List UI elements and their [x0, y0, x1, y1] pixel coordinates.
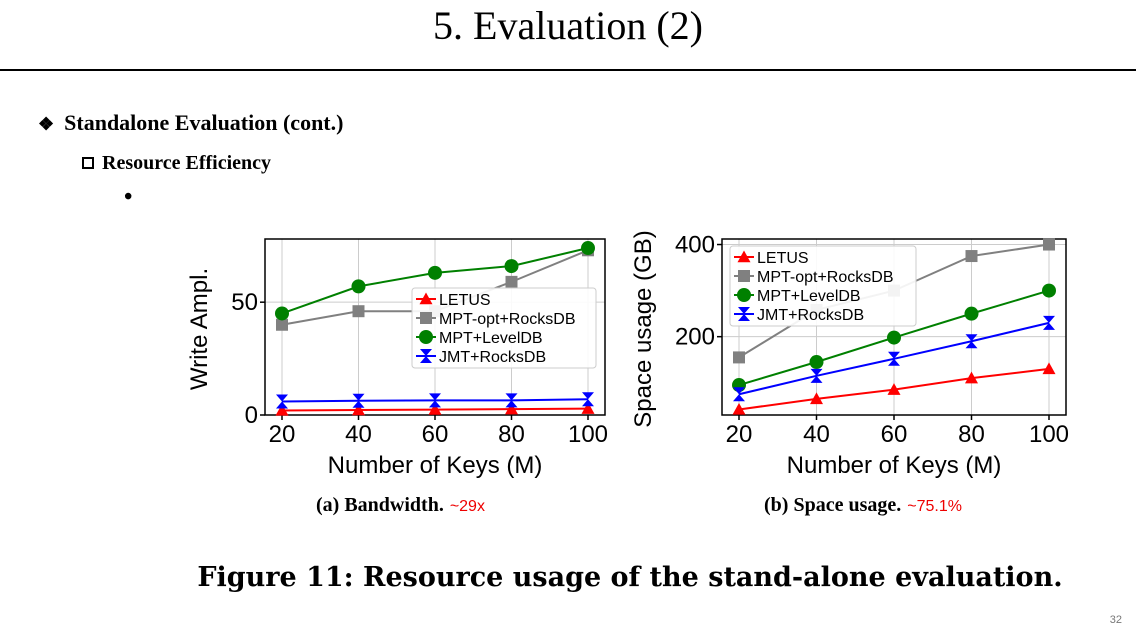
data-point-letus	[581, 402, 595, 414]
legend-marker-mpt-leveldb	[737, 288, 751, 302]
data-point-mpt-opt-rocksdb	[1043, 238, 1055, 251]
data-point-jmt-rocksdb	[810, 368, 823, 383]
slide-title: 5. Evaluation (2)	[433, 3, 703, 48]
data-point-jmt-rocksdb	[505, 393, 518, 408]
data-point-jmt-rocksdb	[733, 387, 745, 402]
legend-marker-mpt-leveldb	[419, 330, 433, 344]
data-point-letus	[352, 403, 365, 416]
empty-bullet: •	[124, 184, 133, 210]
y-tick-label: 200	[675, 324, 715, 351]
data-point-jmt-rocksdb	[276, 394, 288, 409]
data-point-mpt-opt-rocksdb	[276, 318, 288, 331]
bullet2-text: Resource Efficiency	[102, 152, 272, 174]
page-number: 32	[1109, 614, 1122, 626]
caption-b-text: (b) Space usage.	[764, 494, 902, 516]
caption-a-note: ~29x	[449, 498, 485, 515]
data-point-letus	[887, 383, 901, 395]
caption-a: (a) Bandwidth. ~29x	[316, 494, 485, 517]
legend-marker-jmt-rocksdb	[738, 307, 750, 321]
diamond-bullet-icon: ❖	[38, 114, 55, 134]
data-point-jmt-rocksdb	[1043, 315, 1055, 330]
data-point-letus	[1042, 362, 1056, 375]
legend-marker-letus	[737, 250, 751, 263]
x-tick-label: 40	[345, 421, 372, 448]
data-point-letus	[275, 403, 289, 416]
data-point-letus	[428, 403, 442, 415]
data-point-letus	[732, 402, 746, 415]
data-point-jmt-rocksdb	[888, 351, 900, 366]
legend-entry-jmt-rocksdb: JMT+RocksDB	[439, 349, 546, 366]
data-point-mpt-opt-rocksdb	[965, 250, 978, 263]
data-point-mpt-leveldb	[581, 241, 595, 256]
legend-box	[729, 245, 917, 327]
caption-b-note: ~75.1%	[907, 498, 962, 515]
data-point-jmt-rocksdb	[965, 334, 978, 349]
legend-entry-letus: LETUS	[757, 250, 809, 267]
x-tick-label: 80	[498, 421, 525, 448]
data-point-mpt-opt-rocksdb	[505, 275, 518, 288]
legend-marker-mpt-opt-rocksdb	[420, 312, 432, 324]
x-tick-label: 40	[803, 421, 830, 448]
data-point-jmt-rocksdb	[582, 392, 594, 407]
x-axis-label: Number of Keys (M)	[328, 452, 543, 479]
chart-write-amplification: 20 40 60 80 100 0 50 Number of Keys (M) Write Am…	[186, 238, 608, 479]
legend-marker-jmt-rocksdb	[420, 349, 432, 363]
y-axis-label: Space usage (GB)	[630, 230, 657, 427]
data-point-mpt-opt-rocksdb	[352, 305, 365, 318]
data-point-jmt-rocksdb	[429, 393, 441, 408]
data-point-mpt-leveldb	[351, 279, 366, 294]
data-point-jmt-rocksdb	[352, 393, 365, 408]
x-tick-label: 100	[1029, 421, 1069, 448]
data-point-mpt-leveldb	[504, 259, 519, 274]
data-point-mpt-opt-rocksdb	[733, 351, 745, 364]
y-tick-label: 50	[231, 289, 258, 316]
square-bullet-icon	[82, 157, 94, 169]
y-tick-label: 0	[245, 402, 258, 429]
legend-marker-mpt-opt-rocksdb	[738, 270, 750, 282]
legend-entry-letus: LETUS	[439, 292, 491, 309]
data-point-mpt-leveldb	[964, 306, 979, 321]
y-tick-label: 400	[675, 232, 715, 259]
data-point-mpt-leveldb	[275, 306, 289, 321]
x-tick-label: 60	[881, 421, 908, 448]
figure-caption: Figure 11: Resource usage of the stand-a…	[197, 562, 1063, 593]
data-point-letus	[965, 371, 978, 384]
x-tick-label: 60	[422, 421, 449, 448]
data-point-letus	[505, 402, 518, 415]
caption-a-text: (a) Bandwidth.	[316, 494, 444, 516]
legend-entry-mpt-leveldb: MPT+LevelDB	[439, 330, 543, 347]
legend-entry-mpt-opt-rocksdb: MPT-opt+RocksDB	[439, 311, 575, 328]
chart-space-usage: 20 40 60 80 100 200 400 Number of Keys (M) Space…	[630, 230, 1069, 479]
data-point-mpt-leveldb	[809, 355, 824, 370]
data-point-mpt-leveldb	[428, 265, 442, 280]
title-divider	[0, 69, 1136, 71]
x-tick-label: 100	[568, 421, 608, 448]
legend-entry-jmt-rocksdb: JMT+RocksDB	[757, 307, 864, 324]
x-tick-label: 80	[958, 421, 985, 448]
x-tick-label: 20	[726, 421, 753, 448]
bullet1-text: Standalone Evaluation (cont.)	[64, 110, 344, 135]
legend-entry-mpt-opt-rocksdb: MPT-opt+RocksDB	[757, 269, 893, 286]
legend-box	[411, 287, 597, 369]
data-point-letus	[810, 392, 823, 405]
y-axis-label: Write Ampl.	[186, 268, 213, 390]
x-axis-label: Number of Keys (M)	[787, 452, 1002, 479]
bullet-resource-efficiency: Resource Efficiency	[82, 152, 271, 175]
x-tick-label: 20	[269, 421, 296, 448]
legend-marker-letus	[419, 292, 433, 305]
data-point-mpt-leveldb	[887, 330, 901, 345]
bullet-standalone-evaluation: ❖ Standalone Evaluation (cont.)	[38, 110, 343, 136]
caption-b: (b) Space usage. ~75.1%	[764, 494, 962, 517]
legend-entry-mpt-leveldb: MPT+LevelDB	[757, 288, 861, 305]
data-point-mpt-leveldb	[1042, 283, 1056, 298]
